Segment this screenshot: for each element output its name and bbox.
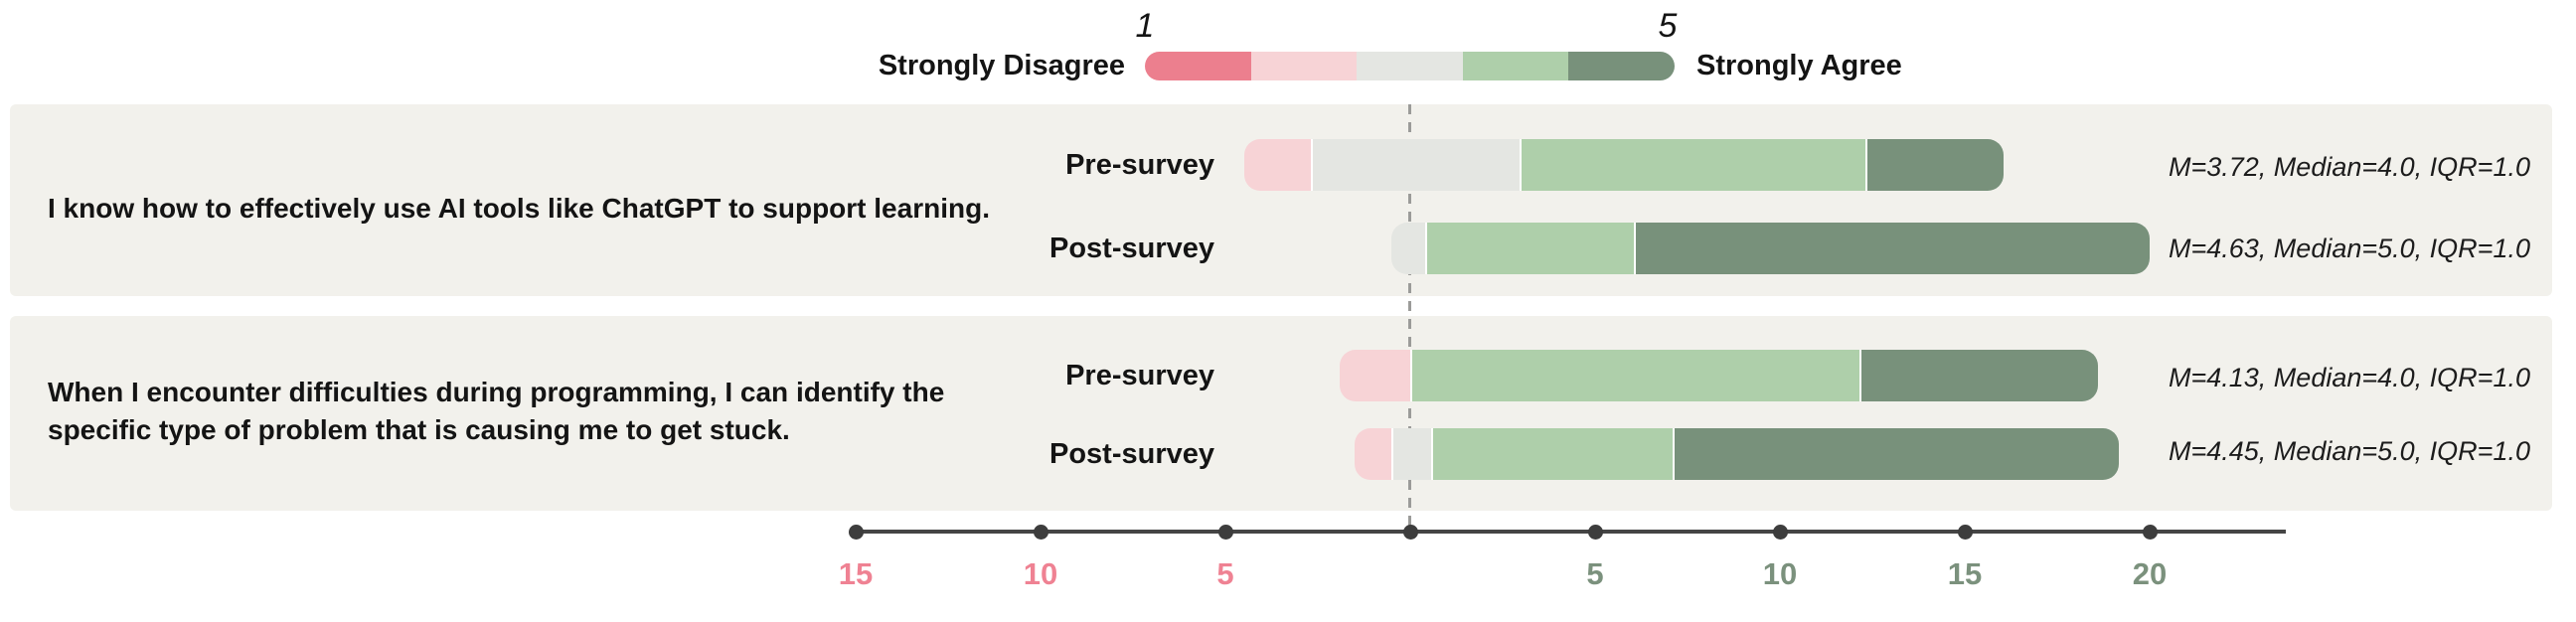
stats-label-q2-pre-survey: M=4.13, Median=4.0, IQR=1.0	[2169, 363, 2530, 392]
legend-segment-agree	[1462, 52, 1569, 80]
legend-scale-max: 5	[1658, 7, 1678, 45]
segment-gap	[1634, 223, 1637, 274]
legend-label-strongly-disagree: Strongly Disagree	[878, 50, 1125, 81]
bar-segment-agree	[1432, 428, 1674, 480]
legend-segment-disagree	[1250, 52, 1358, 80]
row-label-post-survey: Post-survey	[1048, 233, 1214, 264]
bar-segment-strongly-agree	[1866, 139, 2005, 191]
segment-gap	[1424, 223, 1427, 274]
axis-tick-label-negative-5: 5	[1216, 556, 1234, 591]
stats-label-q1-pre-survey: M=3.72, Median=4.0, IQR=1.0	[2169, 152, 2530, 182]
question-text-2: When I encounter difficulties during pro…	[48, 377, 945, 445]
bar-segment-agree	[1521, 139, 1865, 191]
bar-segment-neutral	[1391, 223, 1425, 274]
bar-segment-disagree	[1340, 350, 1410, 401]
segment-gap	[1673, 428, 1676, 480]
bar-segment-neutral	[1312, 139, 1520, 191]
row-label-pre-survey: Pre-survey	[1065, 360, 1214, 391]
legend-segment-neutral	[1357, 52, 1463, 80]
axis-tick-dot	[848, 525, 864, 540]
zero-reference-dashed-line	[1408, 104, 1411, 533]
segment-gap	[1859, 350, 1862, 401]
bar-segment-strongly-agree	[1636, 223, 2151, 274]
axis-tick-dot	[1402, 525, 1418, 540]
bar-segment-neutral	[1393, 428, 1431, 480]
question-panel-2	[10, 316, 2552, 511]
legend-segment-strongly-disagree	[1145, 52, 1251, 80]
segment-gap	[1409, 350, 1412, 401]
x-axis-line	[853, 530, 2286, 534]
bar-segment-disagree	[1355, 428, 1392, 480]
axis-tick-label-positive-15: 15	[1947, 556, 1983, 591]
axis-tick-dot	[1957, 525, 1973, 540]
bar-segment-agree	[1411, 350, 1860, 401]
stacked-bar-q1-pre-survey	[1243, 139, 2005, 191]
axis-tick-label-positive-10: 10	[1762, 556, 1798, 591]
bar-segment-disagree	[1243, 139, 1311, 191]
axis-tick-label-positive-5: 5	[1586, 556, 1604, 591]
axis-tick-dot	[1033, 525, 1048, 540]
legend-label-strongly-agree: Strongly Agree	[1696, 50, 1902, 81]
axis-tick-label-positive-20: 20	[2132, 556, 2168, 591]
stats-label-q1-post-survey: M=4.63, Median=5.0, IQR=1.0	[2169, 233, 2530, 263]
axis-tick-dot	[1217, 525, 1233, 540]
stacked-bar-q2-pre-survey	[1340, 350, 2099, 401]
axis-tick-label-negative-10: 10	[1023, 556, 1058, 591]
segment-gap	[1430, 428, 1433, 480]
bar-segment-agree	[1426, 223, 1635, 274]
segment-gap	[1519, 139, 1522, 191]
question-text-1: I know how to effectively use AI tools l…	[48, 193, 990, 224]
segment-gap	[1391, 428, 1394, 480]
segment-gap	[1310, 139, 1313, 191]
axis-tick-dot	[1587, 525, 1603, 540]
legend-scale-min: 1	[1135, 7, 1155, 45]
stacked-bar-q1-post-survey	[1391, 223, 2151, 274]
stats-label-q2-post-survey: M=4.45, Median=5.0, IQR=1.0	[2169, 436, 2530, 466]
axis-tick-dot	[2142, 525, 2158, 540]
legend-color-scale-bar	[1145, 52, 1675, 80]
row-label-post-survey: Post-survey	[1048, 438, 1214, 470]
legend-segment-strongly-agree	[1568, 52, 1675, 80]
stacked-bar-q2-post-survey	[1355, 428, 2119, 480]
axis-tick-dot	[1772, 525, 1788, 540]
segment-gap	[1864, 139, 1867, 191]
row-label-pre-survey: Pre-survey	[1065, 149, 1214, 181]
axis-tick-label-negative-15: 15	[838, 556, 874, 591]
bar-segment-strongly-agree	[1861, 350, 2099, 401]
bar-segment-strongly-agree	[1675, 428, 2119, 480]
